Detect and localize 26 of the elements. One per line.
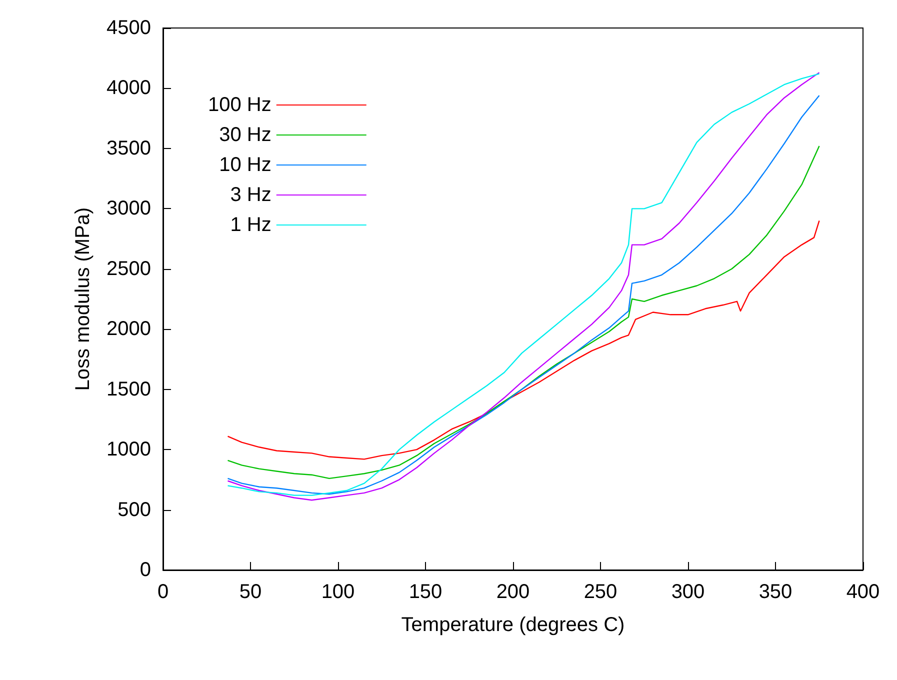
y-axis-title: Loss modulus (MPa) (72, 207, 94, 391)
legend-label: 3 Hz (230, 184, 272, 206)
x-tick-label: 300 (671, 581, 705, 603)
y-tick-label: 1500 (106, 378, 151, 400)
x-tick-label: 0 (157, 581, 169, 603)
legend-label: 1 Hz (230, 214, 272, 236)
x-tick-label: 250 (584, 581, 618, 603)
y-tick-label: 3000 (106, 198, 151, 220)
x-axis-title: Temperature (degrees C) (401, 614, 625, 636)
y-tick-label: 3500 (106, 137, 151, 160)
x-tick-label: 150 (408, 581, 442, 603)
y-tick-label: 4500 (106, 17, 151, 39)
legend-label: 10 Hz (219, 154, 272, 176)
x-tick-label: 350 (758, 581, 792, 603)
y-tick-label: 4000 (106, 77, 151, 100)
x-tick-label: 100 (321, 581, 355, 603)
legend-label: 100 Hz (208, 94, 272, 116)
y-tick-label: 1000 (106, 438, 151, 461)
x-tick-label: 50 (239, 581, 262, 603)
x-tick-label: 400 (846, 581, 880, 603)
y-tick-label: 500 (118, 498, 151, 521)
x-tick-label: 200 (496, 581, 530, 603)
legend-label: 30 Hz (219, 124, 272, 146)
y-tick-label: 2000 (106, 318, 151, 340)
y-tick-label: 0 (140, 559, 151, 581)
y-tick-label: 2500 (106, 258, 151, 280)
